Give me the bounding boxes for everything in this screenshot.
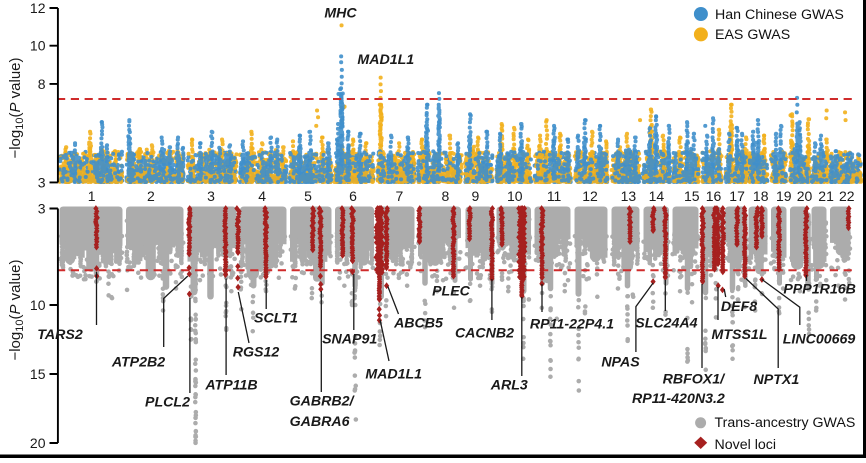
svg-text:9: 9: [472, 188, 480, 204]
svg-text:DEF8: DEF8: [721, 299, 757, 315]
svg-text:15: 15: [684, 188, 700, 204]
svg-text:10: 10: [30, 297, 46, 313]
svg-text:19: 19: [776, 188, 792, 204]
svg-text:17: 17: [729, 188, 745, 204]
svg-text:ABCB5: ABCB5: [393, 316, 444, 332]
svg-text:10: 10: [30, 38, 46, 54]
svg-text:1: 1: [88, 188, 96, 204]
svg-text:MAD1L1: MAD1L1: [357, 52, 414, 68]
svg-text:12: 12: [582, 188, 598, 204]
svg-text:21: 21: [818, 188, 834, 204]
svg-text:16: 16: [706, 188, 722, 204]
svg-text:RP11-420N3.2: RP11-420N3.2: [632, 391, 725, 407]
svg-text:8: 8: [38, 76, 46, 92]
svg-text:5: 5: [304, 188, 312, 204]
svg-text:GABRB2/: GABRB2/: [290, 394, 356, 410]
svg-text:NPAS: NPAS: [601, 355, 640, 371]
svg-text:20: 20: [797, 188, 813, 204]
svg-text:22: 22: [839, 188, 855, 204]
svg-text:8: 8: [442, 188, 450, 204]
svg-text:PLEC: PLEC: [432, 284, 471, 300]
svg-text:SCLT1: SCLT1: [254, 311, 298, 327]
svg-text:SNAP91: SNAP91: [322, 332, 377, 348]
svg-text:15: 15: [30, 366, 46, 382]
svg-text:4: 4: [258, 188, 266, 204]
svg-text:−log10(P value): −log10(P value): [7, 57, 26, 158]
svg-text:MTSS1L: MTSS1L: [712, 327, 768, 343]
svg-text:Han Chinese GWAS: Han Chinese GWAS: [715, 7, 844, 23]
svg-text:RBFOX1/: RBFOX1/: [663, 372, 727, 388]
svg-text:13: 13: [621, 188, 637, 204]
svg-text:MHC: MHC: [324, 6, 357, 22]
svg-text:NPTX1: NPTX1: [754, 372, 800, 388]
svg-text:PLCL2: PLCL2: [145, 395, 190, 411]
svg-text:18: 18: [753, 188, 769, 204]
svg-text:11: 11: [547, 188, 562, 204]
svg-text:12: 12: [30, 0, 46, 16]
svg-text:EAS GWAS: EAS GWAS: [715, 27, 790, 43]
svg-text:3: 3: [207, 188, 215, 204]
svg-text:ATP2B2: ATP2B2: [111, 355, 165, 371]
svg-text:CACNB2: CACNB2: [455, 325, 514, 341]
svg-text:−log10(P value): −log10(P value): [7, 259, 26, 360]
svg-text:MAD1L1: MAD1L1: [365, 367, 422, 383]
svg-text:20: 20: [30, 435, 46, 451]
svg-text:ATP11B: ATP11B: [204, 378, 257, 394]
svg-text:7: 7: [396, 188, 404, 204]
svg-text:6: 6: [349, 188, 357, 204]
svg-text:TARS2: TARS2: [37, 327, 83, 343]
svg-text:ARL3: ARL3: [490, 378, 528, 394]
svg-text:10: 10: [507, 188, 523, 204]
svg-text:3: 3: [38, 201, 46, 217]
svg-text:14: 14: [649, 188, 665, 204]
svg-text:3: 3: [38, 174, 46, 190]
svg-text:Novel loci: Novel loci: [715, 437, 777, 453]
svg-text:RP11-22P4.1: RP11-22P4.1: [530, 317, 614, 333]
svg-text:SLC24A4: SLC24A4: [635, 316, 697, 332]
svg-text:LINC00669: LINC00669: [783, 332, 856, 348]
svg-text:RGS12: RGS12: [233, 345, 280, 361]
svg-text:PPP1R16B: PPP1R16B: [783, 282, 856, 298]
svg-text:2: 2: [147, 188, 155, 204]
svg-text:Trans-ancestry GWAS: Trans-ancestry GWAS: [715, 415, 856, 431]
svg-text:GABRA6: GABRA6: [290, 414, 350, 430]
